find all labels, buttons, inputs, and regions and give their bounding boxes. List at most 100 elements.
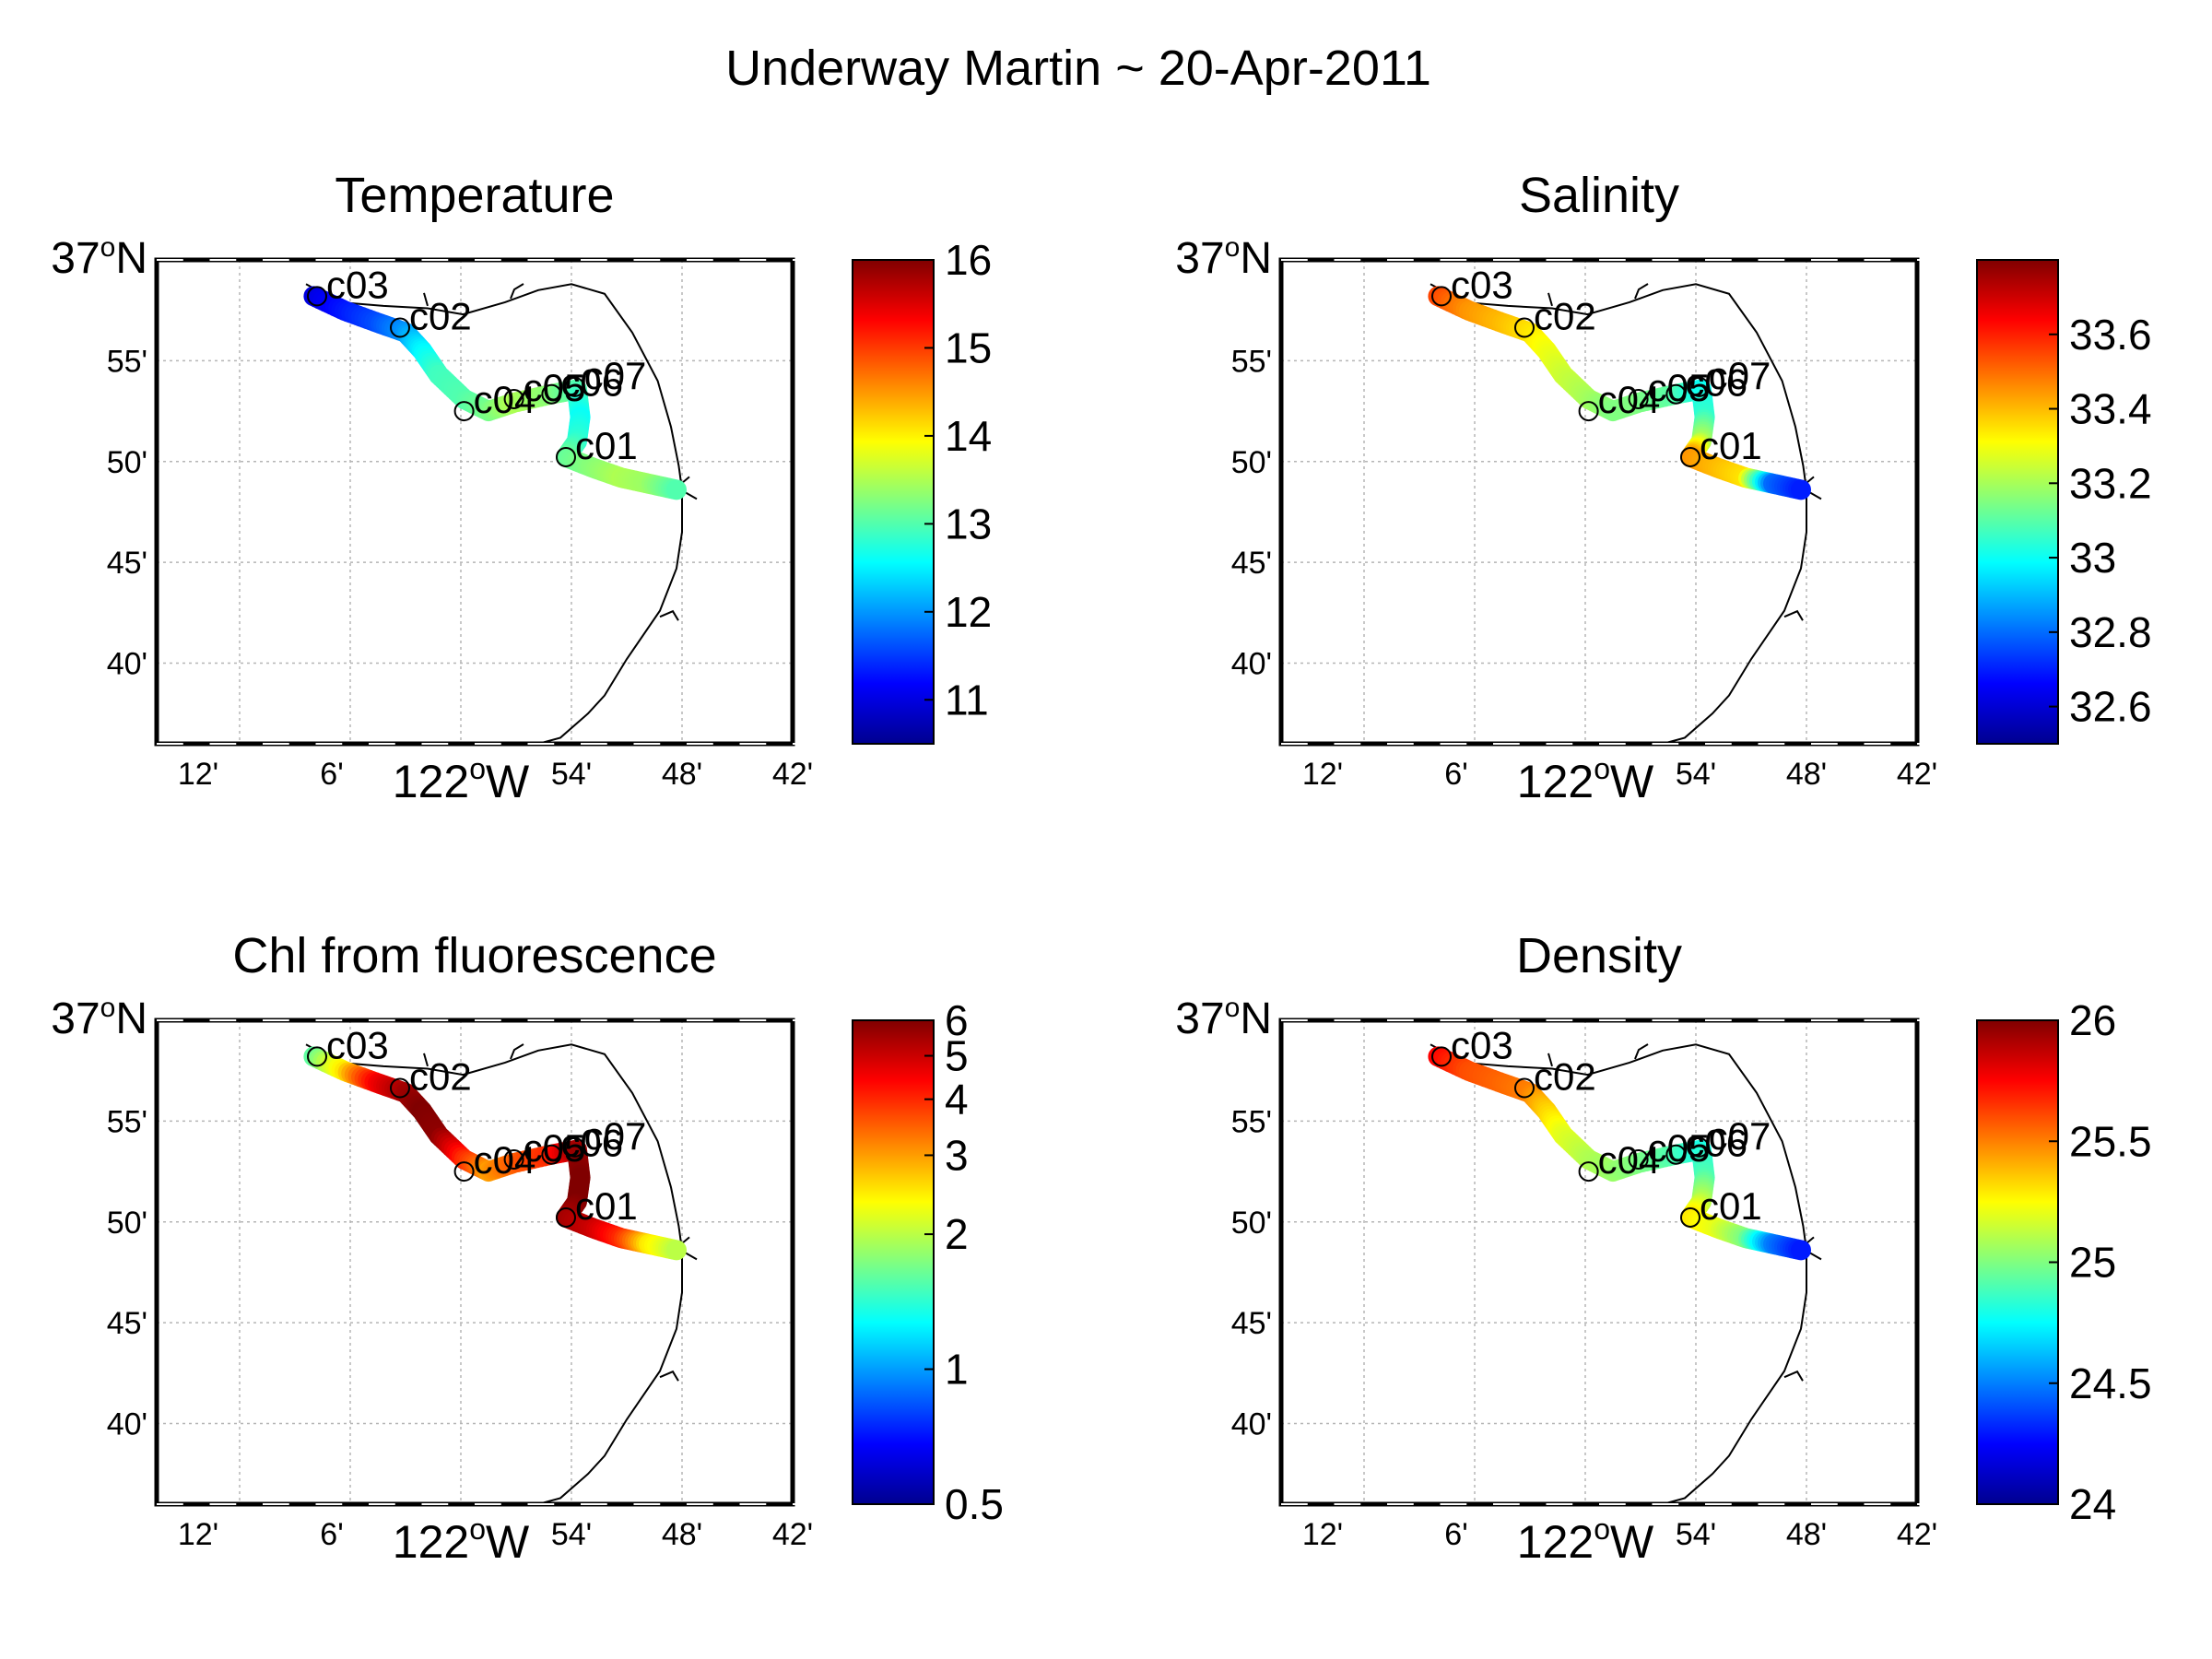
colorbar [1976, 259, 2059, 745]
colorbar-tick-label: 33.4 [2069, 385, 2152, 433]
colorbar-tick-label: 3 [945, 1131, 969, 1179]
lon-tick-label: 12' [1302, 1517, 1343, 1552]
lat-tick-label: 40' [1231, 646, 1272, 681]
colorbar [1976, 1019, 2059, 1505]
colorbar-tick-label: 32.6 [2069, 683, 2152, 731]
lon-tick-label: 12' [178, 757, 218, 792]
station-label: c01 [575, 424, 638, 467]
lat-tick-label: 55' [107, 1104, 147, 1139]
lat-tick-label: 40' [107, 1406, 147, 1441]
panel-temperature: Temperaturec03c02c04c05c06c07c0137oN55'5… [51, 168, 992, 807]
coastline [305, 1043, 683, 1505]
station-label: c06 [560, 361, 623, 405]
lon-tick-label: 42' [772, 1517, 813, 1552]
station-marker [453, 1161, 475, 1182]
lon-tick-label: 48' [662, 1517, 702, 1552]
lon-tick-label: 54' [1676, 757, 1716, 792]
colorbar-tick-label: 26 [2069, 996, 2116, 1044]
track-point [666, 1240, 687, 1261]
station-label: c03 [326, 1023, 389, 1066]
colorbar-tick-label: 12 [945, 588, 992, 636]
colorbar [852, 259, 935, 745]
station-label: c03 [326, 263, 389, 306]
station-label: c05 [1648, 366, 1711, 409]
station-marker [1578, 401, 1599, 422]
station-label: c05 [524, 1126, 586, 1170]
lat-tick-label: 45' [107, 1306, 147, 1341]
lon-tick-label: 122oW [1517, 1512, 1654, 1568]
station-marker [1431, 286, 1452, 307]
lon-tick-label: 54' [551, 1517, 592, 1552]
lat-tick-label: 40' [107, 646, 147, 681]
map-area [157, 1020, 793, 1504]
station-label: c06 [1685, 1122, 1747, 1165]
station-label: c07 [1709, 354, 1771, 397]
station-label: c05 [1648, 1126, 1711, 1170]
station-label: c07 [1709, 1114, 1771, 1158]
lon-tick-label: 122oW [393, 752, 530, 807]
lat-tick-label: 50' [107, 445, 147, 480]
lat-tick-label: 50' [107, 1206, 147, 1241]
station-label: c07 [584, 1114, 647, 1158]
map-area [157, 260, 793, 744]
map-area [1281, 1020, 1917, 1504]
lon-tick-label: 48' [1786, 757, 1827, 792]
colorbar-tick-label: 33.6 [2069, 311, 2152, 359]
lon-tick-label: 54' [1676, 1517, 1716, 1552]
station-label: c01 [575, 1184, 638, 1228]
lat-tick-label: 37oN [51, 993, 147, 1043]
lon-tick-label: 54' [551, 757, 592, 792]
figure-title: Underway Martin ~ 20-Apr-2011 [725, 41, 1431, 96]
colorbar-tick-label: 24.5 [2069, 1359, 2152, 1407]
lat-tick-label: 45' [1231, 546, 1272, 581]
station-marker [1688, 376, 1710, 397]
station-marker [541, 1144, 562, 1165]
lat-tick-label: 55' [1231, 1104, 1272, 1139]
colorbar-tick-label: 24 [2069, 1480, 2116, 1528]
coastline [1430, 1043, 1807, 1505]
lat-tick-label: 55' [1231, 344, 1272, 379]
lon-tick-label: 6' [320, 1517, 343, 1552]
station-marker [1665, 383, 1687, 405]
lon-tick-label: 122oW [1517, 752, 1654, 807]
station-marker [564, 1136, 585, 1158]
panel-salinity: Salinityc03c02c04c05c06c07c0137oN55'50'4… [1175, 168, 2151, 807]
lat-tick-label: 50' [1231, 445, 1272, 480]
station-label: c07 [584, 354, 647, 397]
track-point [666, 479, 687, 500]
colorbar-tick-label: 25 [2069, 1239, 2116, 1287]
lon-tick-label: 48' [1786, 1517, 1827, 1552]
station-marker [390, 1077, 410, 1099]
station-marker [1680, 446, 1700, 467]
colorbar-tick-label: 2 [945, 1210, 969, 1258]
station-label: c02 [409, 1055, 472, 1099]
station-marker [1628, 388, 1649, 409]
colorbar-tick-label: 4 [945, 1076, 969, 1124]
station-marker [1688, 1136, 1710, 1158]
lon-tick-label: 6' [1444, 1517, 1467, 1552]
colorbar-tick-label: 1 [945, 1346, 969, 1394]
colorbar-tick-label: 5 [945, 1032, 969, 1080]
panels: Temperaturec03c02c04c05c06c07c0137oN55'5… [51, 168, 2151, 1568]
station-marker [503, 1148, 524, 1170]
lat-tick-label: 50' [1231, 1206, 1272, 1241]
station-label: c01 [1700, 1184, 1762, 1228]
track-point [1791, 1240, 1811, 1261]
panel-chl: Chl from fluorescencec03c02c04c05c06c07c… [51, 928, 1004, 1568]
station-label: c03 [1451, 1023, 1513, 1066]
colorbar [852, 1019, 935, 1505]
colorbar-tick-label: 33 [2069, 534, 2116, 582]
station-marker [1514, 317, 1535, 338]
station-label: c03 [1451, 263, 1513, 306]
panel-title: Chl from fluorescence [232, 928, 716, 983]
station-marker [1628, 1148, 1649, 1170]
colorbar-tick-label: 33.2 [2069, 459, 2152, 507]
station-marker [1680, 1206, 1700, 1228]
panel-title: Temperature [335, 168, 614, 223]
lat-tick-label: 55' [107, 344, 147, 379]
station-marker [453, 401, 475, 422]
station-marker [1578, 1161, 1599, 1182]
station-label: c02 [409, 295, 472, 338]
lon-tick-label: 6' [320, 757, 343, 792]
